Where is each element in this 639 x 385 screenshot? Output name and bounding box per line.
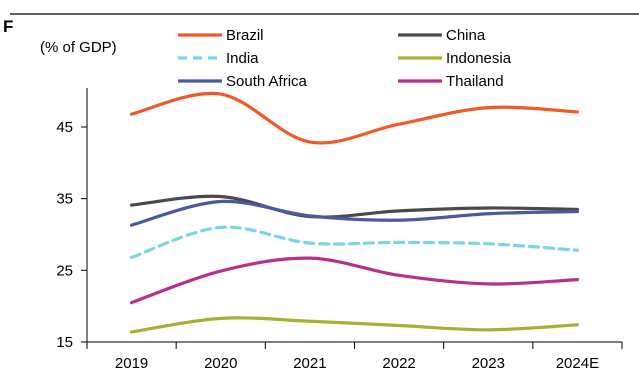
series-line-india: [129, 225, 580, 260]
y-axis-ticks: 15 25 35 45: [56, 119, 87, 351]
legend-label-brazil: Brazil: [226, 27, 264, 44]
y-tick-label: 15: [56, 334, 73, 351]
y-tick-label: 25: [56, 262, 73, 279]
series-line-china: [129, 194, 580, 219]
x-tick-label: 2021: [293, 355, 326, 372]
legend-label-south-africa: South Africa: [226, 73, 308, 90]
x-tick-label: 2020: [204, 355, 237, 372]
series-line-indonesia: [129, 316, 580, 334]
unit-label: (% of GDP): [40, 39, 117, 56]
series-line-south-africa: [129, 199, 580, 227]
series-line-brazil: [129, 91, 580, 145]
series-line-thailand: [129, 256, 580, 305]
legend-label-indonesia: Indonesia: [446, 50, 512, 67]
x-tick-label: 2023: [472, 355, 505, 372]
legend: Brazil China India Indonesia South Africa Tha…: [178, 27, 512, 90]
legend-label-china: China: [446, 27, 486, 44]
y-tick-label: 45: [56, 119, 73, 136]
legend-label-thailand: Thailand: [446, 73, 504, 90]
x-tick-label: 2022: [382, 355, 415, 372]
title-fragment: F: [3, 17, 13, 36]
y-tick-label: 35: [56, 191, 73, 208]
series-lines: [129, 91, 580, 334]
x-tick-label: 2019: [115, 355, 148, 372]
x-tick-label: 2024E: [556, 355, 599, 372]
x-axis-ticks: 2019 2020 2021 2022 2023 2024E: [86, 342, 623, 372]
legend-label-india: India: [226, 50, 259, 67]
